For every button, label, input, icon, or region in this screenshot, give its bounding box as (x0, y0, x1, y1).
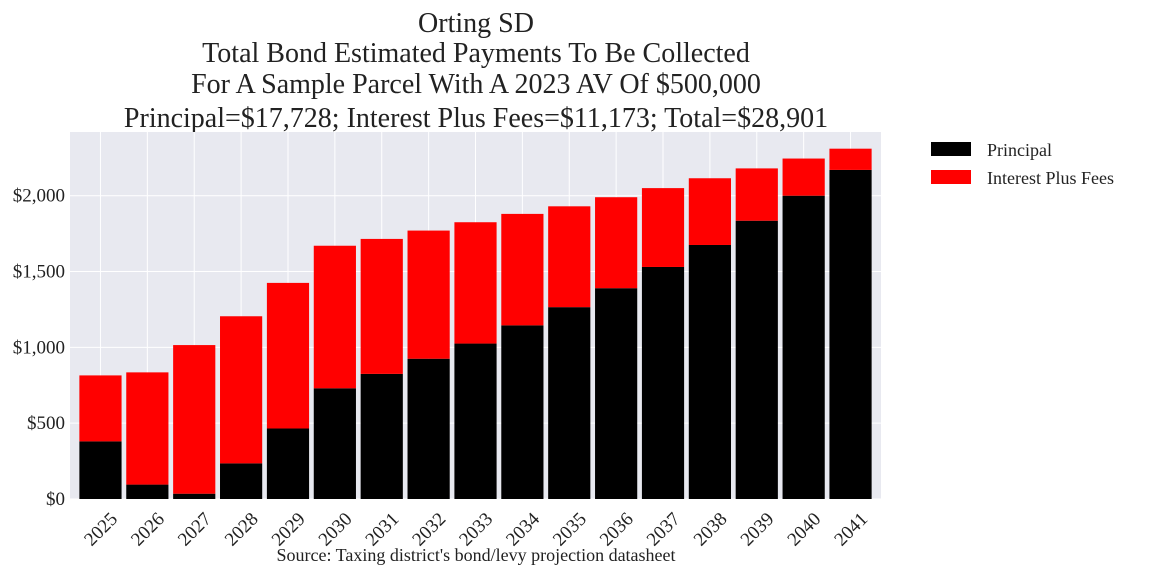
x-tick-label: 2040 (784, 509, 826, 551)
bar-interest-plus-fees (360, 238, 403, 374)
x-tick-label: 2038 (690, 509, 732, 551)
bar-interest-plus-fees (407, 230, 450, 359)
title-line: Total Bond Estimated Payments To Be Coll… (202, 38, 750, 69)
bar-principal (735, 220, 778, 499)
chart-title: Orting SD Total Bond Estimated Payments … (124, 8, 828, 134)
source-note: Source: Taxing district's bond/levy proj… (276, 545, 675, 565)
bar-principal (313, 388, 356, 499)
bar-principal (407, 358, 450, 499)
legend: Principal Interest Plus Fees (931, 140, 1114, 188)
x-tick-label: 2041 (830, 509, 872, 551)
bar-principal (595, 288, 638, 499)
bar-principal (688, 244, 731, 499)
bar-principal (454, 343, 497, 499)
legend-swatch (931, 170, 971, 184)
bar-principal (173, 493, 216, 499)
bar-principal (266, 428, 310, 499)
title-line: For A Sample Parcel With A 2023 AV Of $5… (191, 69, 761, 100)
bar-interest-plus-fees (454, 222, 497, 344)
y-tick-label: $0 (46, 489, 65, 510)
x-tick-label: 2028 (221, 509, 263, 551)
bar-interest-plus-fees (173, 345, 216, 494)
bar-interest-plus-fees (735, 168, 778, 221)
bar-principal (501, 325, 544, 499)
bar-interest-plus-fees (266, 282, 310, 429)
bar-interest-plus-fees (79, 375, 122, 442)
legend-swatch (931, 142, 971, 156)
bar-interest-plus-fees (782, 158, 825, 196)
y-tick-label: $1,000 (13, 337, 65, 358)
bar-interest-plus-fees (126, 372, 169, 485)
bar-principal (829, 169, 872, 500)
bar-principal (641, 266, 685, 499)
bar-principal (220, 463, 263, 499)
bar-interest-plus-fees (313, 245, 356, 389)
x-tick-label: 2027 (174, 509, 216, 551)
legend-label: Principal (987, 140, 1052, 160)
bar-interest-plus-fees (688, 178, 731, 245)
bar-principal (126, 484, 169, 499)
bar-interest-plus-fees (548, 206, 591, 308)
y-tick-label: $1,500 (13, 262, 65, 283)
bar-interest-plus-fees (641, 188, 685, 267)
x-tick-label: 2039 (737, 509, 779, 551)
title-line: Principal=$17,728; Interest Plus Fees=$1… (124, 103, 828, 134)
bars (79, 148, 872, 500)
bar-interest-plus-fees (829, 148, 872, 170)
bar-principal (782, 195, 825, 499)
bar-interest-plus-fees (220, 316, 263, 464)
bar-principal (360, 373, 403, 499)
bar-principal (548, 307, 591, 499)
bar-interest-plus-fees (595, 197, 638, 289)
x-tick-label: 2026 (127, 509, 169, 551)
y-axis-ticks: $0 $500 $1,000 $1,500 $2,000 (13, 186, 65, 510)
x-tick-label: 2025 (80, 509, 122, 551)
bar-principal (79, 441, 122, 499)
legend-label: Interest Plus Fees (987, 168, 1114, 188)
title-line: Orting SD (418, 8, 534, 39)
bar-interest-plus-fees (501, 213, 544, 326)
y-tick-label: $2,000 (13, 186, 65, 207)
y-tick-label: $500 (27, 413, 65, 434)
